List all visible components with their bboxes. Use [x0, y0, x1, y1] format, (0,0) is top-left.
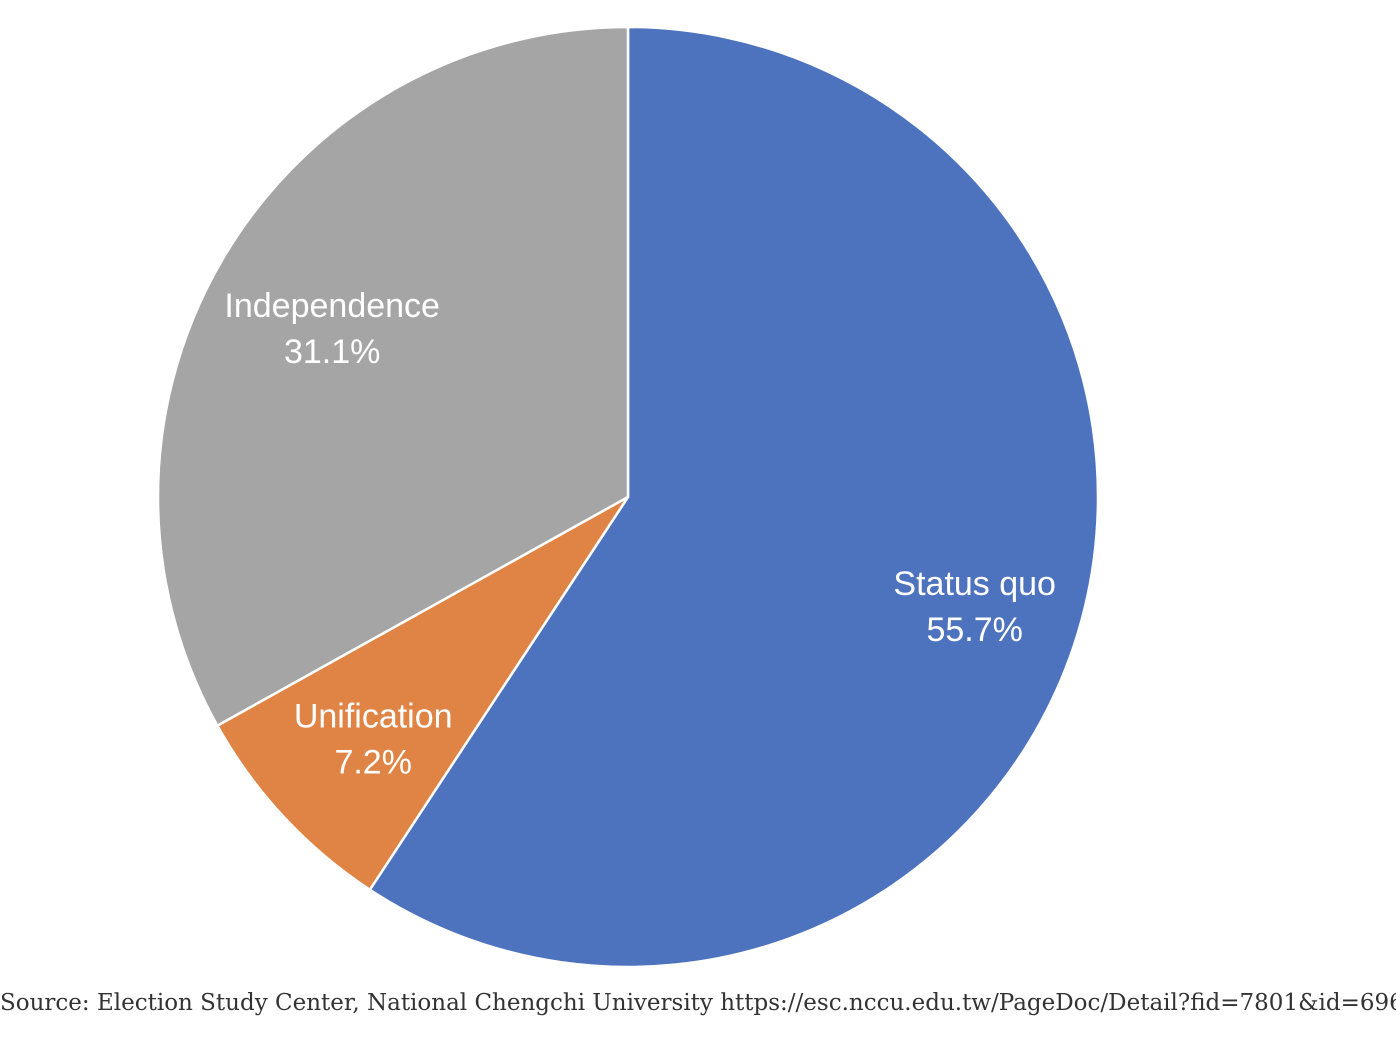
- slice-category-label: Unification: [294, 698, 453, 736]
- slice-value-label: 55.7%: [926, 611, 1022, 649]
- slice-category-label: Independence: [224, 287, 440, 325]
- slice-label-unification: Unification 7.2%: [294, 698, 453, 782]
- pie-slice-status-quo: [368, 25, 1100, 969]
- slice-label-independence: Independence 31.1%: [224, 287, 440, 371]
- source-note: Source: Election Study Center, National …: [0, 990, 1396, 1016]
- pie-labels: Status quo 55.7% Unification 7.2% Independen…: [224, 287, 1056, 782]
- slice-value-label: 7.2%: [334, 744, 412, 782]
- slice-label-status-quo: Status quo 55.7%: [893, 565, 1056, 649]
- pie-chart: Status quo 55.7% Unification 7.2% Independen…: [156, 25, 1100, 969]
- pie-slice-independence: [156, 25, 630, 728]
- pie-slice-unification: [215, 495, 630, 892]
- pie-slices: [156, 25, 1100, 969]
- slice-value-label: 31.1%: [284, 333, 380, 371]
- slice-category-label: Status quo: [893, 565, 1056, 603]
